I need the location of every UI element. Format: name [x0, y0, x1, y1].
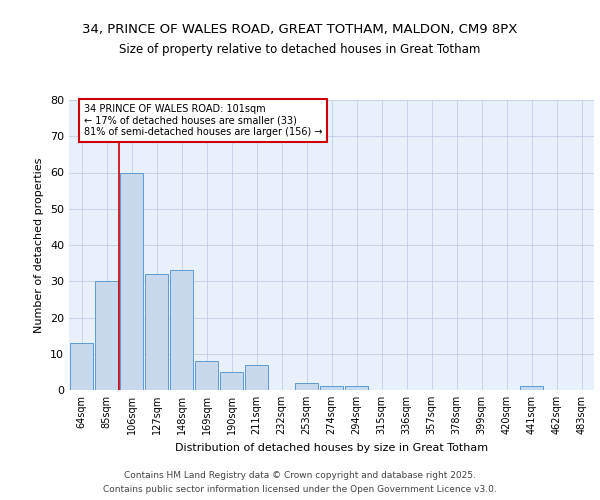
Bar	[194, 361, 218, 390]
Bar	[344, 386, 368, 390]
Bar	[245, 364, 268, 390]
Bar	[145, 274, 169, 390]
Y-axis label: Number of detached properties: Number of detached properties	[34, 158, 44, 332]
Bar	[320, 386, 343, 390]
Text: Contains HM Land Registry data © Crown copyright and database right 2025.: Contains HM Land Registry data © Crown c…	[124, 472, 476, 480]
Bar	[220, 372, 244, 390]
Bar	[520, 386, 544, 390]
Text: Size of property relative to detached houses in Great Totham: Size of property relative to detached ho…	[119, 42, 481, 56]
Bar	[170, 270, 193, 390]
Bar	[119, 172, 143, 390]
Text: Contains public sector information licensed under the Open Government Licence v3: Contains public sector information licen…	[103, 484, 497, 494]
Text: 34 PRINCE OF WALES ROAD: 101sqm
← 17% of detached houses are smaller (33)
81% of: 34 PRINCE OF WALES ROAD: 101sqm ← 17% of…	[84, 104, 323, 137]
X-axis label: Distribution of detached houses by size in Great Totham: Distribution of detached houses by size …	[175, 442, 488, 452]
Text: 34, PRINCE OF WALES ROAD, GREAT TOTHAM, MALDON, CM9 8PX: 34, PRINCE OF WALES ROAD, GREAT TOTHAM, …	[82, 22, 518, 36]
Bar	[95, 281, 118, 390]
Bar	[70, 343, 94, 390]
Bar	[295, 383, 319, 390]
